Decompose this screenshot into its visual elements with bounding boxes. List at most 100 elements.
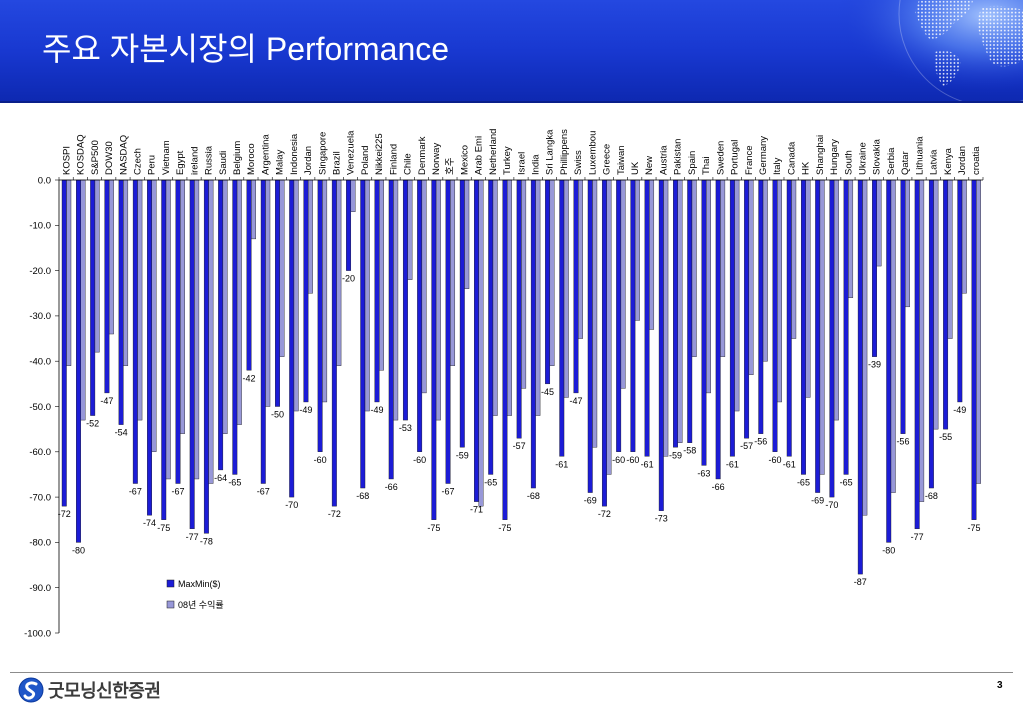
maxmin-bar-portugal xyxy=(729,179,735,457)
x-tick-label: Pakistan xyxy=(673,139,684,175)
maxmin-bar-ukraine xyxy=(857,179,863,575)
return-08-bar-israel xyxy=(521,179,527,389)
return-08-bar-croatia xyxy=(976,179,981,484)
return-08-bar-russia xyxy=(208,179,214,484)
data-label: -75 xyxy=(157,523,170,533)
maxmin-bar-shanghai xyxy=(815,179,821,493)
data-label: -60 xyxy=(612,455,625,465)
maxmin-bar-sri-langka xyxy=(545,179,551,385)
return-08-bar-norway xyxy=(435,179,441,421)
x-tick-label: Israel xyxy=(516,152,527,175)
return-08-bar-brazil xyxy=(336,179,342,366)
return-08-bar-belgium xyxy=(236,179,242,425)
x-tick-label: New xyxy=(644,156,655,175)
data-label: -61 xyxy=(726,459,739,469)
maxmin-bar-nasdaq xyxy=(118,179,124,425)
return-08-bar-arab-emi xyxy=(478,179,484,507)
x-tick-label: Arab Emi xyxy=(474,136,485,175)
bar-series-group xyxy=(61,179,981,575)
maxmin-bar-norway xyxy=(431,179,437,520)
data-label: -66 xyxy=(385,482,398,492)
return-08-bar-nasdaq xyxy=(123,179,129,366)
maxmin-bar-brazil xyxy=(331,179,337,507)
x-tick-label: Malay xyxy=(275,149,286,175)
return-08-bar-serbia xyxy=(890,179,896,493)
return-08-bar-lithuania xyxy=(919,179,925,502)
y-tick-label: -100.0 xyxy=(24,628,51,639)
x-tick-label: Portugal xyxy=(730,140,741,175)
y-tick-label: -60.0 xyxy=(29,447,51,458)
return-08-bar-uk xyxy=(634,179,640,321)
maxmin-bar-peru xyxy=(147,179,152,516)
data-label: -72 xyxy=(328,509,341,519)
maxmin-bar-jordan xyxy=(957,179,963,403)
x-tick-label: Spain xyxy=(687,151,698,175)
maxmin-bar-russia xyxy=(203,179,209,534)
return-08-bar-thai xyxy=(705,179,711,394)
x-tick-label: Singapore xyxy=(317,132,328,175)
x-tick-label: croatia xyxy=(971,146,982,175)
x-tick-label: Luxembou xyxy=(587,131,598,175)
return-08-bar-jordan xyxy=(307,179,313,294)
return-08-bar-hungary xyxy=(833,179,839,421)
x-tick-label: Denmark xyxy=(417,136,428,175)
y-tick-label: -40.0 xyxy=(29,357,51,368)
return-08-bar-taiwan xyxy=(620,179,626,389)
return-08-bar-s-p500 xyxy=(94,179,100,353)
data-label: -67 xyxy=(257,487,270,497)
maxmin-bar-finland xyxy=(388,179,394,480)
return-08-bar-india xyxy=(535,179,541,416)
data-label: -80 xyxy=(882,545,895,555)
data-label: -87 xyxy=(854,577,867,587)
return-08-bar-vietnam xyxy=(165,179,171,480)
y-tick-label: -30.0 xyxy=(29,311,51,322)
maxmin-bar-india xyxy=(530,179,536,489)
x-tick-label: Canada xyxy=(786,141,797,175)
data-label: -68 xyxy=(925,491,938,501)
x-tick-label: Poland xyxy=(360,145,371,175)
shinhan-s-emblem-icon xyxy=(18,677,44,703)
x-tick-label: Saudi xyxy=(218,151,229,175)
x-tick-label: Italy xyxy=(772,157,783,175)
data-label: -55 xyxy=(939,432,952,442)
data-label: -74 xyxy=(143,518,156,528)
data-label: -39 xyxy=(868,360,881,370)
x-tick-label: HK xyxy=(801,161,812,175)
x-tick-label: Swiss xyxy=(573,150,584,175)
data-label: -53 xyxy=(399,423,412,433)
y-tick-label: -90.0 xyxy=(29,583,51,594)
x-tick-label: ireland xyxy=(189,146,200,175)
return-08-bar-shanghai xyxy=(819,179,825,475)
return-08-bar-kosdaq xyxy=(80,179,86,421)
x-tick-label: Mexico xyxy=(459,145,470,175)
maxmin-bar-arab-emi xyxy=(474,179,479,502)
return-08-bar-nikkei225 xyxy=(379,179,384,371)
x-tick-label: Greece xyxy=(602,144,613,175)
data-label: -69 xyxy=(584,496,597,506)
x-tick-label: DOW30 xyxy=(104,141,115,175)
return-08-bar-egypt xyxy=(180,179,185,434)
data-label: -58 xyxy=(683,446,696,456)
data-label: -57 xyxy=(740,441,753,451)
maxmin-bar-hungary xyxy=(829,179,835,498)
x-tick-label: Sri Langka xyxy=(545,129,556,175)
return-08-bar-luxembou xyxy=(592,179,598,448)
x-tick-label: Taiwan xyxy=(616,145,627,175)
maxmin-bar-luxembou xyxy=(587,179,593,493)
return-08-bar-denmark xyxy=(421,179,427,394)
x-tick-label: South xyxy=(843,150,854,175)
maxmin-bar-south xyxy=(843,179,849,475)
data-label: -63 xyxy=(697,468,710,478)
data-label: -77 xyxy=(186,532,199,542)
return-08-bar-turkey xyxy=(506,179,512,416)
data-label: -77 xyxy=(911,532,924,542)
data-label: -47 xyxy=(569,396,582,406)
return-08-bar-spain xyxy=(691,179,697,357)
return-08-bar-kenya xyxy=(947,179,953,339)
maxmin-bar-pakistan xyxy=(673,179,678,448)
maxmin-bar-saudi xyxy=(218,179,224,471)
maxmin-bar-slovakia xyxy=(872,179,877,357)
maxmin-bar-greece xyxy=(601,179,607,507)
data-label: -65 xyxy=(228,477,241,487)
data-label: -61 xyxy=(555,459,568,469)
